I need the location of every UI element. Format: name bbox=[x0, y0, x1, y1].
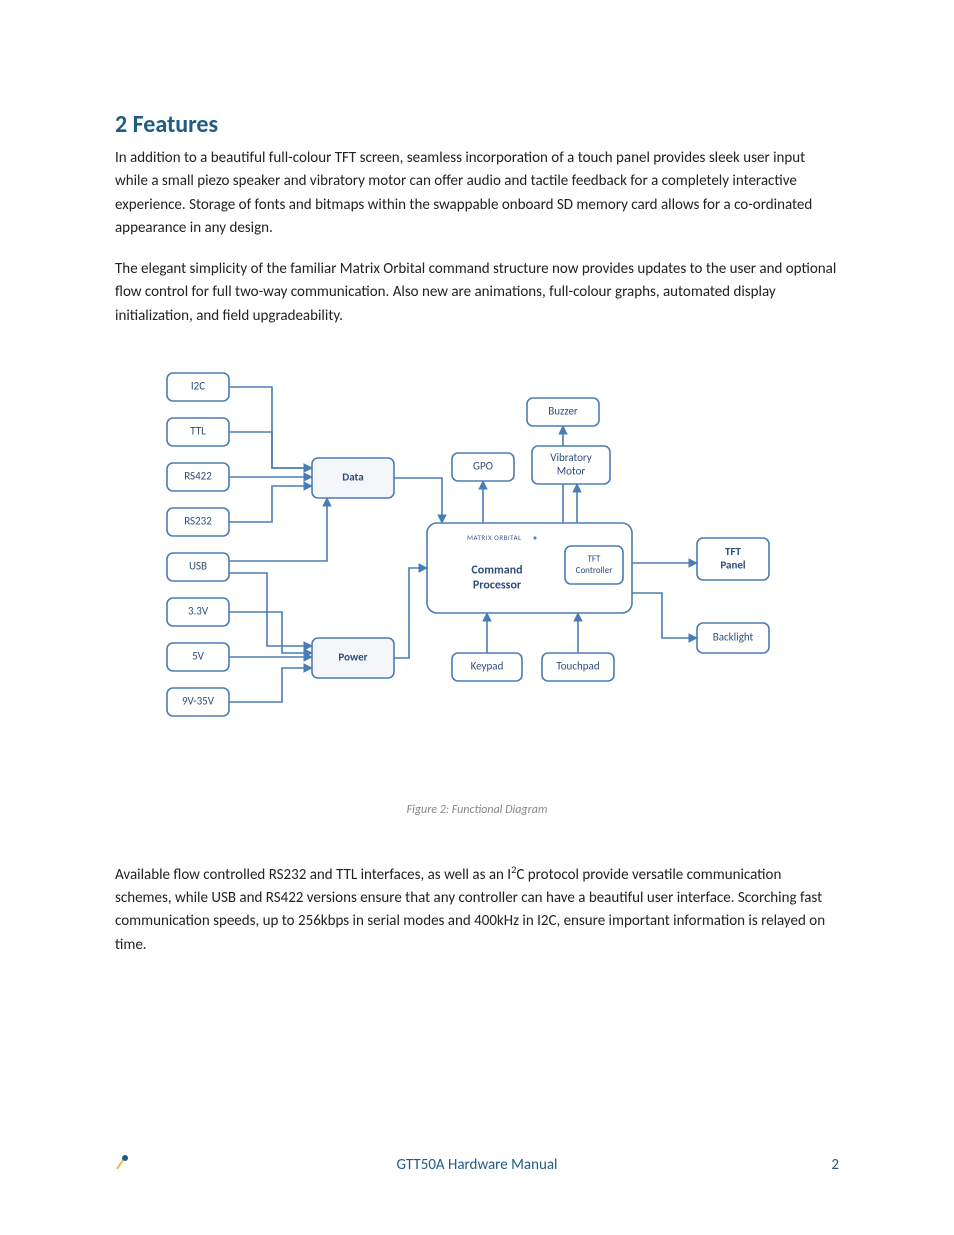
svg-text:GPO: GPO bbox=[473, 459, 493, 472]
svg-text:Command: Command bbox=[471, 563, 522, 577]
diagram-node-data: Data bbox=[312, 458, 394, 498]
diagram-edge bbox=[229, 573, 312, 646]
svg-text:Buzzer: Buzzer bbox=[548, 404, 578, 417]
diagram-edge bbox=[229, 486, 312, 522]
diagram-edge bbox=[394, 568, 427, 658]
diagram-node-9v35v: 9V-35V bbox=[167, 688, 229, 716]
diagram-edge bbox=[632, 593, 697, 638]
diagram-node-touch: Touchpad bbox=[542, 653, 614, 681]
diagram-node-5v: 5V bbox=[167, 643, 229, 671]
svg-text:TFT: TFT bbox=[588, 553, 602, 564]
svg-text:Power: Power bbox=[338, 650, 367, 663]
diagram-node-rs422: RS422 bbox=[167, 463, 229, 491]
diagram-edge bbox=[229, 432, 312, 468]
paragraph-2: The elegant simplicity of the familiar M… bbox=[115, 258, 839, 328]
svg-text:5V: 5V bbox=[192, 649, 205, 662]
diagram-node-3v3: 3.3V bbox=[167, 598, 229, 626]
svg-text:Panel: Panel bbox=[720, 558, 746, 571]
svg-text:Touchpad: Touchpad bbox=[556, 659, 599, 672]
svg-text:RS422: RS422 bbox=[184, 469, 212, 482]
diagram-node-vib: VibratoryMotor bbox=[532, 446, 610, 484]
diagram-node-buzzer: Buzzer bbox=[527, 398, 599, 426]
footer-page-number: 2 bbox=[819, 1156, 839, 1174]
svg-text:RS232: RS232 bbox=[184, 514, 212, 527]
diagram-node-power: Power bbox=[312, 638, 394, 678]
functional-diagram: I2C TTL RS422 RS232 USB 3.3V 5V 9V-35V Data Power… bbox=[157, 368, 797, 788]
page-footer: GTT50A Hardware Manual 2 bbox=[115, 1154, 839, 1175]
footer-logo-icon bbox=[115, 1154, 135, 1175]
svg-text:Motor: Motor bbox=[557, 464, 586, 477]
diagram-edge bbox=[229, 498, 327, 561]
diagram-svg: I2C TTL RS422 RS232 USB 3.3V 5V 9V-35V Data Power… bbox=[157, 368, 797, 788]
diagram-node-usb: USB bbox=[167, 553, 229, 581]
diagram-edge bbox=[229, 387, 312, 468]
diagram-node-gpo: GPO bbox=[452, 453, 514, 481]
para3-text-pre: Available flow controlled RS232 and TTL … bbox=[115, 866, 511, 884]
svg-text:Controller: Controller bbox=[576, 565, 613, 576]
svg-text:TFT: TFT bbox=[725, 545, 741, 558]
brand-label: MATRIX ORBITAL bbox=[467, 533, 522, 542]
paragraph-3: Available flow controlled RS232 and TTL … bbox=[115, 862, 839, 957]
diagram-node-tftc: TFTController bbox=[565, 546, 623, 584]
svg-text:Keypad: Keypad bbox=[471, 659, 504, 672]
diagram-node-rs232: RS232 bbox=[167, 508, 229, 536]
diagram-node-back: Backlight bbox=[697, 623, 769, 653]
diagram-edge bbox=[394, 478, 442, 523]
diagram-node-i2c: I2C bbox=[167, 373, 229, 401]
paragraph-1: In addition to a beautiful full-colour T… bbox=[115, 147, 839, 240]
diagram-edge bbox=[229, 612, 312, 653]
diagram-edge bbox=[229, 668, 312, 702]
document-page: 2 Features In addition to a beautiful fu… bbox=[0, 0, 954, 1235]
svg-text:Backlight: Backlight bbox=[713, 630, 754, 643]
section-heading: 2 Features bbox=[115, 110, 839, 139]
svg-text:I2C: I2C bbox=[191, 379, 205, 392]
svg-text:TTL: TTL bbox=[190, 424, 206, 437]
footer-title: GTT50A Hardware Manual bbox=[135, 1156, 819, 1174]
diagram-node-key: Keypad bbox=[452, 653, 522, 681]
diagram-node-ttl: TTL bbox=[167, 418, 229, 446]
svg-text:Processor: Processor bbox=[473, 578, 522, 592]
figure-caption: Figure 2: Functional Diagram bbox=[115, 803, 839, 817]
svg-text:9V-35V: 9V-35V bbox=[182, 694, 215, 707]
svg-text:USB: USB bbox=[189, 559, 207, 572]
svg-text:Vibratory: Vibratory bbox=[550, 451, 592, 464]
svg-text:Data: Data bbox=[342, 470, 363, 483]
svg-text:3.3V: 3.3V bbox=[188, 604, 209, 617]
diagram-node-tftp: TFTPanel bbox=[697, 538, 769, 580]
